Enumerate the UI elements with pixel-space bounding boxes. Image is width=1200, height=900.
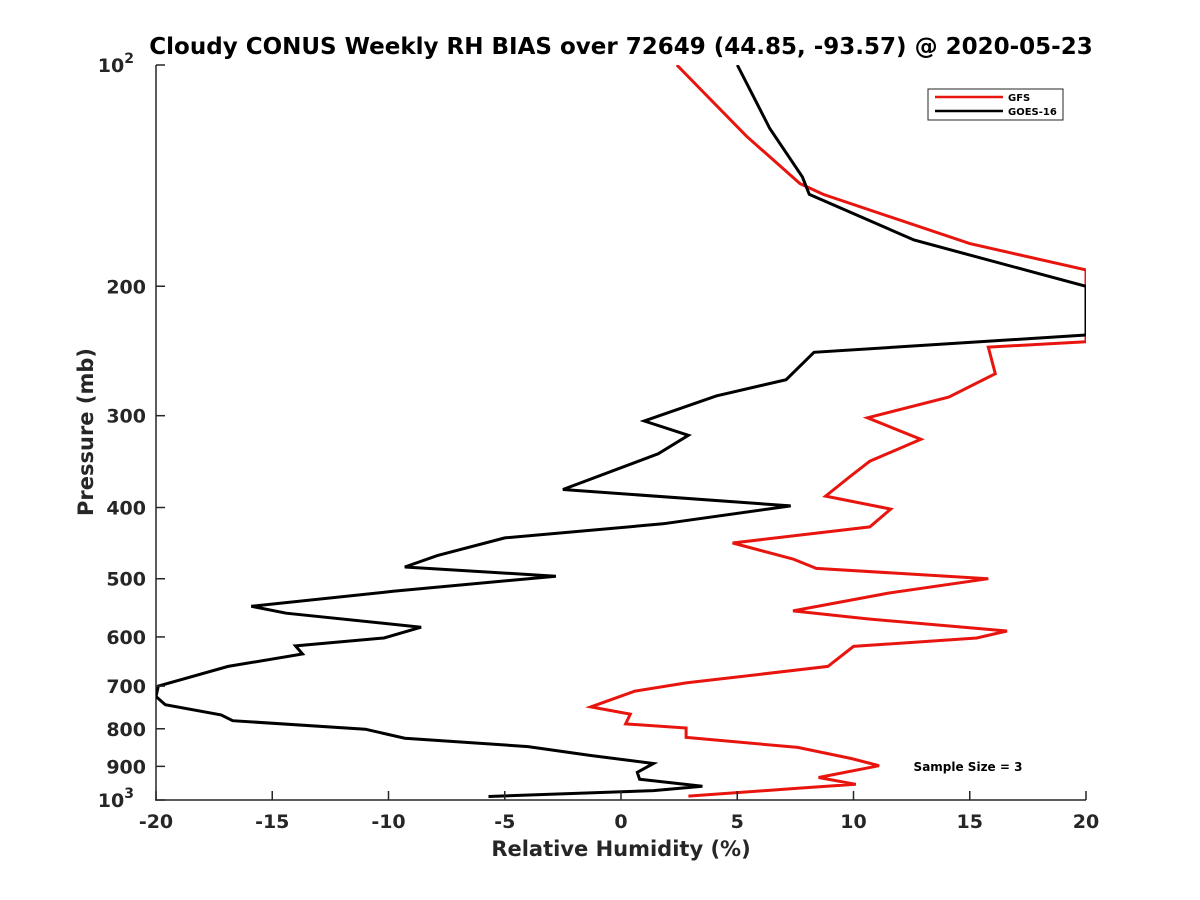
x-tick-label: 15 [957, 811, 983, 833]
y-tick-label: 500 [106, 569, 146, 591]
y-tick-label: 800 [106, 719, 146, 741]
y-tick-exponent: 2 [124, 51, 134, 67]
series-line-gfs [585, 65, 1086, 798]
plot-area: -20 -15 -10 -5 0 5 10 15 20 10220030040050060070… [98, 51, 1099, 833]
sample-size-annotation: Sample Size = 3 [914, 760, 1023, 774]
y-axis-label: Pressure (mb) [74, 348, 98, 516]
x-tick-label: -15 [255, 811, 289, 833]
y-tick-exponent: 3 [124, 786, 134, 802]
x-tick-label: -10 [371, 811, 405, 833]
y-tick-label: 102 [98, 51, 134, 77]
x-tick-label: 0 [614, 811, 627, 833]
x-tick-label: -5 [494, 811, 515, 833]
y-tick-base: 10 [98, 55, 124, 77]
legend-box [927, 88, 1064, 121]
x-tick-label: 5 [731, 811, 744, 833]
x-axis-ticks: -20 -15 -10 -5 0 5 10 15 20 [139, 791, 1099, 833]
x-tick-label: 20 [1073, 811, 1099, 833]
y-tick-label: 900 [106, 756, 146, 778]
legend-label-gfs: GFS [1008, 93, 1030, 104]
y-tick-label: 103 [98, 786, 134, 812]
series-layer [156, 65, 1086, 798]
y-tick-label: 300 [106, 406, 146, 428]
legend-label-goes-16: GOES-16 [1008, 107, 1057, 118]
y-tick-label: 400 [106, 498, 146, 520]
y-tick-base: 10 [98, 790, 124, 812]
y-tick-label: 200 [106, 276, 146, 298]
y-tick-label: 600 [106, 627, 146, 649]
chart-title: Cloudy CONUS Weekly RH BIAS over 72649 (… [149, 34, 1092, 60]
legend: GFS GOES-16 [927, 88, 1064, 121]
series-line-goes-16 [156, 65, 1086, 798]
x-tick-label: -20 [139, 811, 173, 833]
x-axis-label: Relative Humidity (%) [491, 837, 750, 861]
y-tick-label: 700 [106, 676, 146, 698]
x-tick-label: 10 [840, 811, 866, 833]
